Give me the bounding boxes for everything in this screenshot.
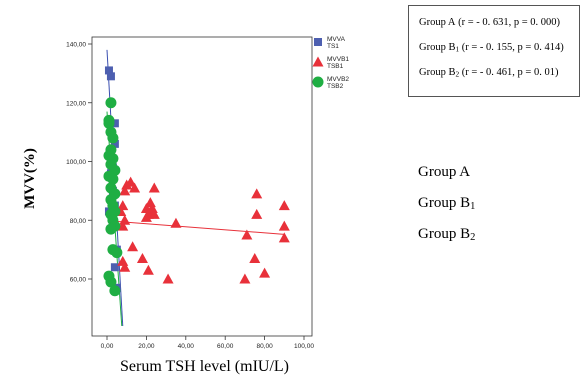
data-point — [103, 117, 115, 129]
legend-label: TSB1 — [327, 63, 344, 70]
data-point — [119, 185, 131, 196]
stat-group-subscript: 2 — [455, 69, 460, 79]
group-item-b2: Group B2 — [418, 224, 475, 255]
data-point — [251, 188, 263, 199]
stat-values: (r = - 0. 155, p = 0. 414) — [459, 42, 564, 53]
data-point — [129, 182, 141, 193]
x-tick-label: 100,00 — [294, 343, 314, 350]
data-point — [119, 214, 131, 225]
legend-label: MVVB2 — [327, 76, 349, 83]
y-tick-label: 60,00 — [70, 277, 87, 284]
data-point — [249, 252, 261, 263]
legend-marker — [312, 56, 324, 67]
data-point — [148, 208, 160, 219]
data-point — [105, 97, 117, 109]
data-point — [127, 241, 139, 252]
correlation-stats-box: Group A (r = - 0. 631, p = 0. 000) Group… — [408, 5, 580, 97]
data-point — [278, 200, 290, 211]
group-item-b1: Group B1 — [418, 193, 475, 224]
stat-group-label: Group A — [419, 17, 456, 28]
data-point — [278, 232, 290, 243]
stat-values: (r = - 0. 461, p = 0. 01) — [459, 67, 559, 78]
stat-group-label: Group B — [419, 42, 456, 53]
y-axis-label-box: MVV(%) — [20, 108, 40, 248]
data-point — [136, 252, 148, 263]
data-point — [140, 211, 152, 222]
x-tick-label: 80,00 — [256, 343, 273, 350]
group-label: Group B — [418, 195, 471, 211]
x-tick-label: 40,00 — [178, 343, 195, 350]
data-point — [251, 208, 263, 219]
data-point — [106, 72, 115, 81]
data-point — [105, 223, 117, 235]
group-label: Group B — [418, 226, 471, 242]
group-list: Group A Group B1 Group B2 — [418, 162, 475, 255]
x-axis-label: Serum TSH level (mIU/L) — [120, 358, 290, 375]
axes: 60,00 80,00 100,00 120,00 140,00 0,00 20,00 40,… — [66, 36, 314, 350]
stat-values: (r = - 0. 631, p = 0. 000) — [455, 17, 561, 28]
stat-group-label: Group B — [419, 67, 456, 78]
data-point — [119, 261, 131, 272]
y-tick-label: 120,00 — [66, 100, 86, 107]
legend-label: MVVB1 — [327, 56, 349, 63]
legend-marker — [312, 76, 324, 88]
data-point — [170, 217, 182, 228]
data-point — [125, 176, 137, 187]
stat-line-group-a: Group A (r = - 0. 631, p = 0. 000) — [419, 10, 579, 35]
y-tick-label: 80,00 — [70, 218, 87, 225]
group-item-a: Group A — [418, 162, 475, 193]
group-subscript: 1 — [470, 201, 476, 213]
legend-label: TS1 — [327, 43, 339, 50]
data-point — [278, 220, 290, 231]
y-axis-label: MVV(%) — [21, 147, 38, 209]
x-tick-label: 60,00 — [217, 343, 234, 350]
data-point — [259, 267, 271, 278]
data-point — [111, 247, 123, 259]
y-tick-label: 100,00 — [66, 159, 86, 166]
group-label: Group A — [418, 164, 471, 180]
data-point — [107, 132, 119, 144]
stat-line-group-b2: Group B2 (r = - 0. 461, p = 0. 01) — [419, 60, 579, 85]
x-tick-label: 0,00 — [101, 343, 114, 350]
data-point — [241, 229, 253, 240]
data-point — [142, 264, 154, 275]
data-point — [104, 66, 113, 75]
fit-line — [116, 220, 285, 235]
data-point — [148, 182, 160, 193]
stat-line-group-b1: Group B1 (r = - 0. 155, p = 0. 414) — [419, 35, 579, 60]
data-point — [117, 220, 129, 231]
y-tick-label: 140,00 — [66, 42, 86, 49]
data-points — [103, 66, 290, 297]
data-point — [105, 276, 117, 288]
data-point — [110, 139, 119, 148]
data-point — [110, 263, 119, 272]
group-subscript: 2 — [470, 232, 476, 244]
legend-label: TSB2 — [327, 83, 344, 90]
legend-marker — [314, 38, 322, 46]
data-point — [110, 119, 119, 128]
legend-label: MVVA — [327, 36, 346, 43]
x-tick-label: 20,00 — [138, 343, 155, 350]
stat-group-subscript: 1 — [455, 44, 460, 54]
data-point — [239, 273, 251, 284]
plot-frame — [91, 36, 313, 337]
data-point — [107, 173, 119, 185]
data-point — [162, 273, 174, 284]
data-point — [109, 285, 121, 297]
